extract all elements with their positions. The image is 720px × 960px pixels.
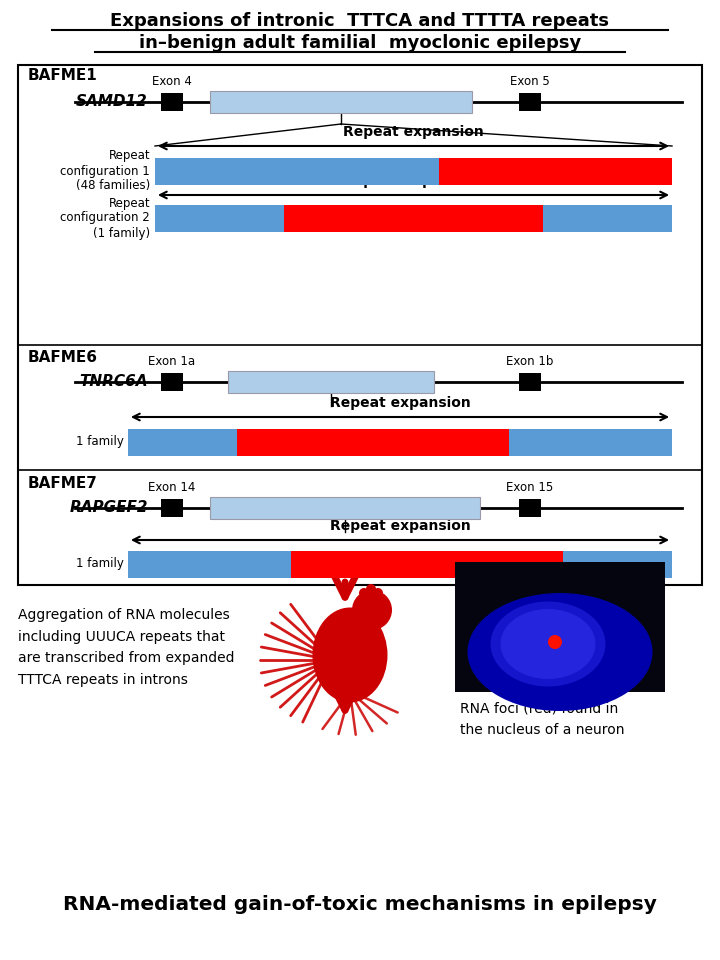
- Text: Repeat expansion: Repeat expansion: [343, 174, 484, 188]
- FancyBboxPatch shape: [210, 91, 472, 113]
- FancyBboxPatch shape: [210, 497, 480, 519]
- Circle shape: [548, 635, 562, 649]
- Text: RNA foci (red) found in
the nucleus of a neuron: RNA foci (red) found in the nucleus of a…: [460, 702, 624, 736]
- Text: (TTTTA)exp: (TTTTA)exp: [570, 211, 646, 225]
- Text: SAMD12: SAMD12: [76, 94, 148, 109]
- Circle shape: [373, 588, 383, 598]
- Text: (TTTCA)exp: (TTTCA)exp: [517, 164, 595, 178]
- Bar: [519, 93, 541, 111]
- Bar: [543, 204, 672, 231]
- Text: RNA-mediated gain-of-toxic mechanisms in epilepsy: RNA-mediated gain-of-toxic mechanisms in…: [63, 895, 657, 914]
- Text: Exon 1a: Exon 1a: [148, 355, 196, 368]
- FancyBboxPatch shape: [18, 65, 702, 585]
- Text: Exon 15: Exon 15: [506, 481, 554, 494]
- Text: (TTTCA)exp: (TTTCA)exp: [374, 211, 452, 225]
- FancyBboxPatch shape: [228, 371, 434, 393]
- Bar: [161, 499, 183, 517]
- Text: (TTTCA)exp: (TTTCA)exp: [334, 436, 412, 448]
- Bar: [161, 373, 183, 391]
- Text: (TTTTA)exp: (TTTTA)exp: [259, 164, 336, 178]
- Text: (TTTCA)exp: (TTTCA)exp: [389, 558, 466, 570]
- Text: in–benign adult familial  myoclonic epilepsy: in–benign adult familial myoclonic epile…: [139, 34, 581, 52]
- Circle shape: [359, 588, 369, 598]
- Bar: [155, 204, 284, 231]
- Text: Repeat
configuration 1
(48 families): Repeat configuration 1 (48 families): [60, 150, 150, 193]
- Bar: [155, 157, 439, 184]
- Text: (TTTTA)exp: (TTTTA)exp: [181, 211, 258, 225]
- Text: Aggregation of RNA molecules
including UUUCA repeats that
are transcribed from e: Aggregation of RNA molecules including U…: [18, 608, 235, 687]
- Text: BAFME1: BAFME1: [28, 68, 98, 83]
- Text: RAPGEF2: RAPGEF2: [70, 500, 148, 516]
- Bar: [519, 499, 541, 517]
- Bar: [284, 204, 543, 231]
- Text: Expansions of intronic  TTTCA and TTTTA repeats: Expansions of intronic TTTCA and TTTTA r…: [110, 12, 610, 30]
- Text: Repeat expansion: Repeat expansion: [330, 519, 470, 533]
- Bar: [509, 428, 672, 455]
- Text: (TTTTA)₁₋₃: (TTTTA)₁₋₃: [583, 558, 652, 570]
- Text: Exon 4: Exon 4: [152, 75, 192, 88]
- Bar: [563, 550, 672, 578]
- Text: Exon 5: Exon 5: [510, 75, 550, 88]
- Bar: [291, 550, 563, 578]
- Text: (TTTTA)₂₂: (TTTTA)₂₂: [151, 436, 214, 448]
- Text: 1 family: 1 family: [76, 558, 124, 570]
- Bar: [128, 550, 291, 578]
- Text: (TTTTA)exp: (TTTTA)exp: [552, 436, 629, 448]
- Bar: [519, 373, 541, 391]
- Text: BAFME6: BAFME6: [28, 350, 98, 365]
- Text: (TTTTA)₆(TATTA)(TTTTA)₁₂: (TTTTA)₆(TATTA)(TTTTA)₁₂: [274, 503, 415, 513]
- Circle shape: [366, 584, 376, 594]
- Ellipse shape: [467, 593, 652, 711]
- Text: (TTTTA)exp: (TTTTA)exp: [171, 558, 248, 570]
- Circle shape: [352, 590, 392, 630]
- Text: (TTTTA)₇(TTA)(TTTTA)₁₅: (TTTTA)₇(TTA)(TTTTA)₁₅: [277, 97, 405, 107]
- Text: Exon 14: Exon 14: [148, 481, 196, 494]
- Text: Repeat expansion: Repeat expansion: [343, 125, 484, 139]
- Ellipse shape: [312, 608, 387, 703]
- Text: TNRC6A: TNRC6A: [79, 374, 148, 390]
- Text: (TTTTA)₁₈: (TTTTA)₁₈: [305, 377, 356, 387]
- Bar: [439, 157, 672, 184]
- Bar: [128, 428, 237, 455]
- Bar: [237, 428, 509, 455]
- Text: Repeat expansion: Repeat expansion: [330, 396, 470, 410]
- Ellipse shape: [490, 602, 606, 686]
- Bar: [161, 93, 183, 111]
- Bar: [455, 562, 665, 692]
- Text: Exon 1b: Exon 1b: [506, 355, 554, 368]
- Text: BAFME7: BAFME7: [28, 476, 98, 491]
- Text: Repeat
configuration 2
(1 family): Repeat configuration 2 (1 family): [60, 197, 150, 239]
- Text: 1 family: 1 family: [76, 436, 124, 448]
- Ellipse shape: [500, 609, 595, 679]
